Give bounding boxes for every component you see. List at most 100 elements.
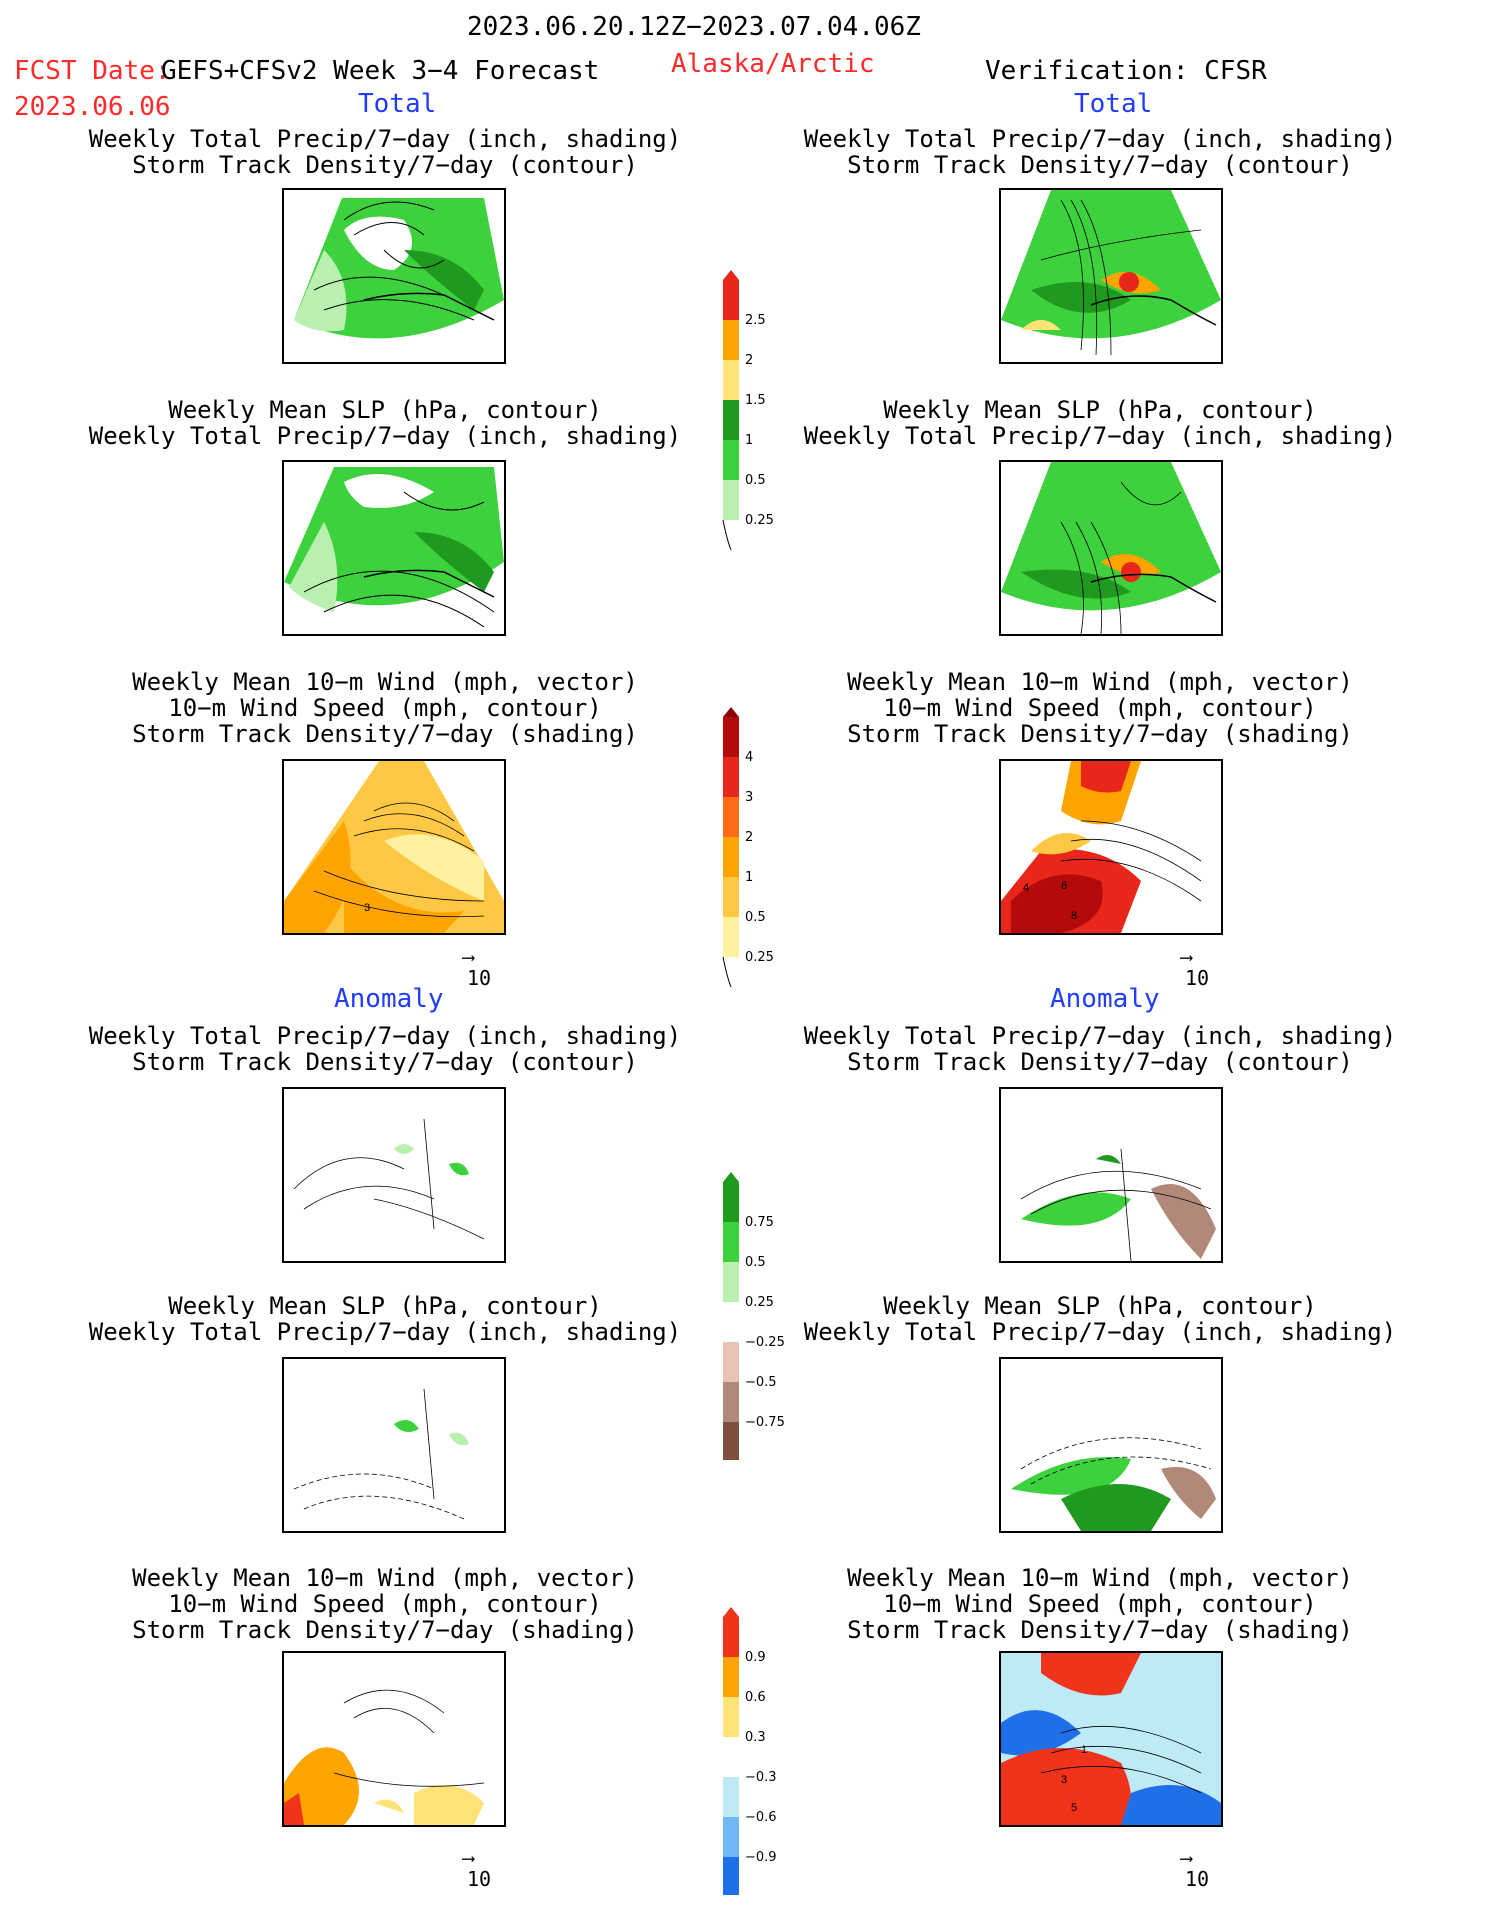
arrow-right-icon: ⟶: [463, 947, 474, 968]
contour-label: 8: [1071, 910, 1077, 922]
colorbar-swatch: [723, 1342, 739, 1382]
fcst-date-label: FCST Date:: [14, 56, 171, 86]
colorbar-label: −0.25: [745, 1335, 785, 1350]
fcst-date-value: 2023.06.06: [14, 92, 171, 122]
colorbar-label: −0.3: [745, 1770, 777, 1785]
panel-title: Weekly Mean SLP (hPa, contour) Weekly To…: [803, 396, 1397, 450]
colorbar-swatch: [723, 320, 739, 360]
colorbar-swatch: [723, 1422, 739, 1460]
colorbar-label: 3: [745, 790, 753, 805]
vector-reference: ⟶ 10: [1181, 1848, 1210, 1892]
colorbar-swatch: [723, 1657, 739, 1697]
colorbar-label: 2.5: [745, 313, 766, 328]
colorbar-swatch: [723, 1817, 739, 1857]
colorbar-label: 0.75: [745, 1215, 774, 1230]
contour-label: 4: [1023, 882, 1029, 894]
contour-label: 6: [1061, 880, 1067, 892]
verification-label: Verification: CFSR: [985, 56, 1267, 86]
contour-label: 1: [1081, 1744, 1087, 1756]
map-verif-anom-wind-track: 1 3 5: [999, 1651, 1223, 1827]
colorbar-cap: [723, 270, 739, 280]
colorbar-label: 2: [745, 353, 753, 368]
colorbar-label: 0.6: [745, 1690, 766, 1705]
colorbar-tail: [722, 956, 732, 988]
colorbar-swatch: [723, 1382, 739, 1422]
arrow-right-icon: ⟶: [1181, 947, 1192, 968]
map-fcst-total-precip-track: [282, 188, 506, 364]
period-title: 2023.06.20.12Z−2023.07.04.06Z: [467, 12, 921, 42]
map-verif-anom-precip-track: [999, 1087, 1223, 1263]
vector-reference: ⟶ 10: [463, 1848, 492, 1892]
fcst-model-label: GEFS+CFSv2 Week 3−4 Forecast: [161, 56, 600, 86]
map-verif-total-slp-precip: [999, 460, 1223, 636]
section-total-left: Total: [358, 89, 437, 119]
colorbar-label: 0.25: [745, 950, 774, 965]
colorbar-swatch: [723, 400, 739, 440]
map-fcst-total-slp-precip: [282, 460, 506, 636]
map-verif-total-precip-track: [999, 188, 1223, 364]
colorbar-cap: [723, 1607, 739, 1617]
contour-label: 5: [1071, 1802, 1077, 1814]
colorbar-track-total: 4 3 2 1 0.5 0.25: [722, 707, 774, 988]
colorbar-label: −0.6: [745, 1810, 777, 1825]
panel-title: Weekly Mean SLP (hPa, contour) Weekly To…: [88, 1292, 682, 1346]
colorbar-label: −0.75: [745, 1415, 785, 1430]
panel-title: Weekly Mean 10−m Wind (mph, vector) 10−m…: [847, 1564, 1353, 1644]
colorbar-cap: [723, 707, 739, 717]
contour-label: 3: [1061, 1774, 1067, 1786]
panel-title: Weekly Total Precip/7−day (inch, shading…: [88, 125, 682, 179]
colorbar-swatch: [723, 480, 739, 520]
section-total-right: Total: [1074, 89, 1153, 119]
colorbar-label: 0.25: [745, 1295, 774, 1310]
colorbar-swatch: [723, 1617, 739, 1657]
colorbar-label: −0.5: [745, 1375, 777, 1390]
vector-reference: ⟶ 10: [463, 947, 492, 991]
section-anomaly-right: Anomaly: [1050, 984, 1160, 1014]
colorbar-swatch: [723, 757, 739, 797]
panel-title: Weekly Total Precip/7−day (inch, shading…: [803, 125, 1397, 179]
vector-reference: ⟶ 10: [1181, 947, 1210, 991]
colorbar-label: 1: [745, 433, 753, 448]
map-verif-anom-slp-precip: [999, 1357, 1223, 1533]
section-anomaly-left: Anomaly: [334, 984, 444, 1014]
region-label: Alaska/Arctic: [671, 49, 875, 79]
colorbar-swatch: [723, 1737, 739, 1777]
panel-title: Weekly Mean SLP (hPa, contour) Weekly To…: [803, 1292, 1397, 1346]
map-verif-total-wind-track: 4 6 8: [999, 759, 1223, 935]
panel-title: Weekly Total Precip/7−day (inch, shading…: [88, 1022, 682, 1076]
colorbar-label: 0.3: [745, 1730, 766, 1745]
colorbar-label: 2: [745, 830, 753, 845]
arrow-right-icon: ⟶: [1181, 1848, 1192, 1869]
colorbar-label: 0.5: [745, 1255, 766, 1270]
panel-title: Weekly Mean 10−m Wind (mph, vector) 10−m…: [132, 1564, 638, 1644]
map-fcst-total-wind-track: 3: [282, 759, 506, 935]
colorbar-label: −0.9: [745, 1850, 777, 1865]
map-fcst-anom-wind-track: [282, 1651, 506, 1827]
colorbar-label: 0.25: [745, 513, 774, 528]
colorbar-swatch: [723, 877, 739, 917]
colorbar-swatch: [723, 717, 739, 757]
map-fcst-anom-precip-track: [282, 1087, 506, 1263]
colorbar-label: 0.5: [745, 473, 766, 488]
colorbar-swatch: [723, 440, 739, 480]
colorbar-label: 4: [745, 750, 753, 765]
panel-title: Weekly Total Precip/7−day (inch, shading…: [803, 1022, 1397, 1076]
colorbar-swatch: [723, 1857, 739, 1895]
panel-title: Weekly Mean 10−m Wind (mph, vector) 10−m…: [847, 668, 1353, 748]
colorbar-swatch: [723, 1302, 739, 1342]
panel-title: Weekly Mean SLP (hPa, contour) Weekly To…: [88, 396, 682, 450]
contour-label: 3: [364, 902, 370, 914]
arrow-right-icon: ⟶: [463, 1848, 474, 1869]
colorbar-tail: [722, 519, 732, 551]
map-fcst-anom-slp-precip: [282, 1357, 506, 1533]
colorbar-precip-anom: 0.75 0.5 0.25 −0.25 −0.5 −0.75: [723, 1172, 785, 1460]
colorbar-swatch: [723, 837, 739, 877]
colorbar-cap: [723, 1172, 739, 1182]
colorbar-swatch: [723, 1777, 739, 1817]
colorbar-label: 0.5: [745, 910, 766, 925]
colorbar-swatch: [723, 1222, 739, 1262]
colorbar-swatch: [723, 797, 739, 837]
colorbar-track-anom: 0.9 0.6 0.3 −0.3 −0.6 −0.9: [723, 1607, 777, 1895]
colorbar-label: 1.5: [745, 393, 766, 408]
colorbar-swatch: [723, 280, 739, 320]
